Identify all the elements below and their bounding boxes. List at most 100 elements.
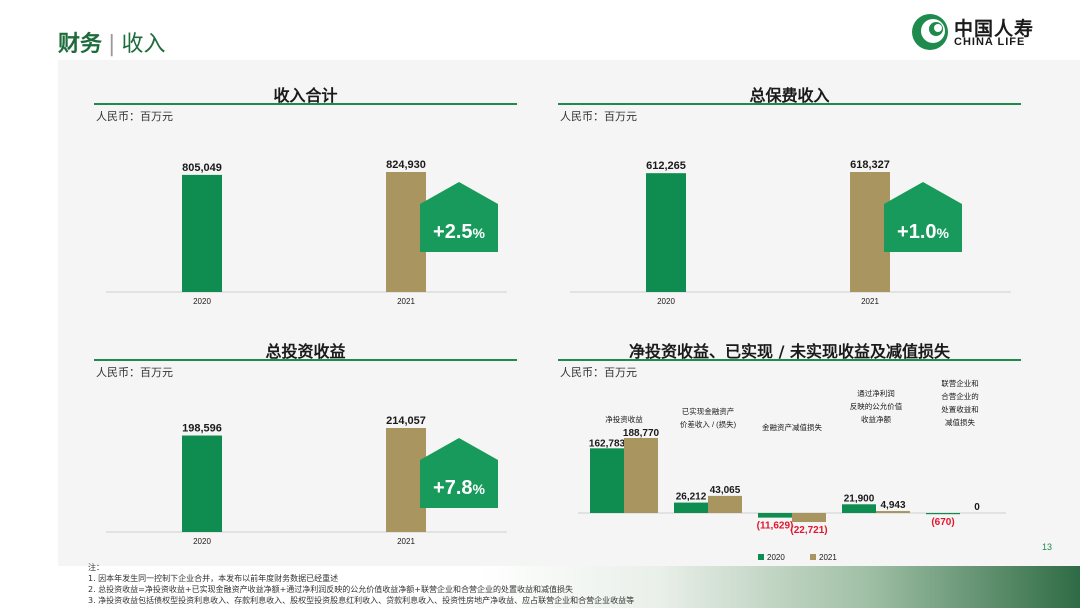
- chart-gross-premiums: 612,265 2020 618,327 2021 +1.0%: [570, 159, 1011, 306]
- unit-label: 人民币：百万元: [96, 110, 173, 123]
- panel-title: 收入合计: [273, 86, 338, 105]
- bar-2021: [386, 428, 426, 532]
- legend-swatch-2020: [758, 554, 764, 560]
- x-tick-2021: 2021: [397, 297, 415, 306]
- growth-value: +7.8: [433, 477, 472, 499]
- panel-title: 净投资收益、已实现 / 未实现收益及减值损失: [629, 342, 950, 361]
- growth-badge: [420, 182, 498, 252]
- unit-label: 人民币：百万元: [560, 110, 637, 123]
- value-label-2020-2: (11,629): [757, 521, 794, 532]
- bar-2020-4: [926, 513, 960, 515]
- growth-suffix: %: [473, 225, 486, 241]
- unit-label: 人民币：百万元: [560, 366, 637, 379]
- note-1: 1. 因本年发生同一控制下企业合并，本发布以前年度财务数据已经重述: [88, 574, 339, 583]
- title-main: 财务: [58, 32, 103, 57]
- title-underline: [94, 359, 517, 361]
- panel-total-investment-income: 总投资收益 人民币：百万元 198,596 2020 214,057 2021 +7.8…: [94, 336, 517, 550]
- x-tick-2020: 2020: [193, 297, 211, 306]
- bar-2020: [182, 435, 222, 532]
- value-label-2021-1: 43,065: [710, 485, 741, 496]
- note-3: 3. 净投资收益包括债权型投资利息收入、存款利息收入、股权型投资股息红利收入、贷…: [88, 596, 635, 605]
- category-label: 反映的公允价值: [850, 401, 903, 411]
- content-area: 收入合计 人民币：百万元 805,049 2020 824,930 2021 +2.5%…: [58, 60, 1080, 566]
- unit-label: 人民币：百万元: [96, 366, 173, 379]
- china-life-logo: 中国人寿 CHINA LIFE: [910, 12, 1050, 52]
- bar-2021-0: [624, 438, 658, 513]
- title-underline: [558, 359, 1021, 361]
- bar-2021: [386, 172, 426, 292]
- value-label-2020-1: 26,212: [676, 492, 707, 503]
- chart-total-investment-income: 198,596 2020 214,057 2021 +7.8%: [106, 415, 507, 546]
- chart-total-revenue: 805,049 2020 824,930 2021 +2.5%: [106, 159, 507, 306]
- panel-title: 总投资收益: [265, 342, 346, 361]
- x-tick-2021: 2021: [861, 297, 879, 306]
- title-underline: [94, 103, 517, 105]
- bar-2020: [646, 173, 686, 292]
- x-tick-2020: 2020: [657, 297, 675, 306]
- value-label-2020: 805,049: [182, 162, 222, 174]
- panel-gross-premiums: 总保费收入 人民币：百万元 612,265 2020 618,327 2021 +1.0…: [558, 80, 1021, 310]
- panel-total-revenue: 收入合计 人民币：百万元 805,049 2020 824,930 2021 +2.5%: [94, 80, 517, 310]
- growth-value: +1.0: [897, 221, 936, 243]
- value-label-2021-2: (22,721): [790, 525, 827, 536]
- growth-suffix: %: [473, 481, 486, 497]
- note-2: 2. 总投资收益=净投资收益+已实现金融资产收益净额+通过净利润反映的公允价值收…: [88, 585, 573, 594]
- title-underline: [558, 103, 1021, 105]
- category-label: 金融资产减值损失: [762, 422, 822, 432]
- legend-label-2021: 2021: [819, 553, 837, 562]
- value-label-2021: 618,327: [850, 159, 890, 171]
- category-label: 价差收入 / (损失): [680, 419, 737, 429]
- page-number: 13: [1042, 542, 1053, 552]
- bar-2021-2: [792, 513, 826, 523]
- value-label-2021: 214,057: [386, 415, 426, 427]
- bar-2021-3: [876, 511, 910, 513]
- logo-name-en: CHINA LIFE: [954, 36, 1026, 48]
- legend-swatch-2021: [810, 554, 816, 560]
- bar-2020: [182, 174, 222, 292]
- value-label-2020-0: 162,783: [589, 438, 626, 449]
- category-label: 通过净利润: [857, 388, 895, 398]
- growth-badge: [884, 182, 962, 252]
- category-label: 合营企业的: [941, 391, 979, 401]
- bar-2021: [850, 172, 890, 292]
- header: 财务 | 收入 中国人寿 CHINA LIFE: [0, 0, 1080, 60]
- page-title: 财务 | 收入: [58, 26, 165, 58]
- logo-name-cn: 中国人寿: [954, 18, 1035, 40]
- growth-badge: [420, 438, 498, 508]
- notes-heading: 注：: [88, 563, 104, 572]
- panel-title: 总保费收入: [749, 86, 830, 105]
- value-label-2020: 612,265: [646, 160, 686, 172]
- category-label: 净投资收益: [605, 414, 643, 424]
- category-label: 减值损失: [945, 417, 975, 427]
- legend-label-2020: 2020: [767, 553, 785, 562]
- growth-label: +2.5%: [433, 221, 485, 243]
- notes: 注： 1. 因本年发生同一控制下企业合并，本发布以前年度财务数据已经重述 2. …: [88, 562, 634, 606]
- logo-icon: [912, 14, 948, 50]
- value-label-2020-3: 21,900: [844, 493, 875, 504]
- growth-label: +1.0%: [897, 221, 949, 243]
- bar-2021-1: [708, 495, 742, 513]
- bar-2020-1: [674, 502, 708, 513]
- category-label: 已实现金融资产: [682, 406, 735, 416]
- value-label-2021-4: 0: [974, 502, 980, 513]
- value-label-2021: 824,930: [386, 159, 426, 171]
- growth-value: +2.5: [433, 221, 472, 243]
- value-label-2021-3: 4,943: [880, 500, 905, 511]
- category-label: 处置收益和: [941, 404, 979, 414]
- panel-net-investment-breakdown: 净投资收益、已实现 / 未实现收益及减值损失 人民币：百万元 净投资收益 162,…: [558, 336, 1021, 566]
- value-label-2020: 198,596: [182, 423, 222, 435]
- bar-2020-2: [758, 513, 792, 518]
- bar-2020-3: [842, 504, 876, 513]
- title-separator: |: [108, 32, 116, 57]
- bar-2020-0: [590, 448, 624, 513]
- growth-label: +7.8%: [433, 477, 485, 499]
- category-label: 联营企业和: [941, 378, 979, 388]
- category-label: 收益净额: [861, 414, 891, 424]
- growth-suffix: %: [937, 225, 950, 241]
- title-sub: 收入: [121, 32, 166, 57]
- x-tick-2020: 2020: [193, 537, 211, 546]
- value-label-2021-0: 188,770: [623, 428, 660, 439]
- value-label-2020-4: (670): [931, 517, 954, 528]
- footer-band: [480, 566, 1080, 608]
